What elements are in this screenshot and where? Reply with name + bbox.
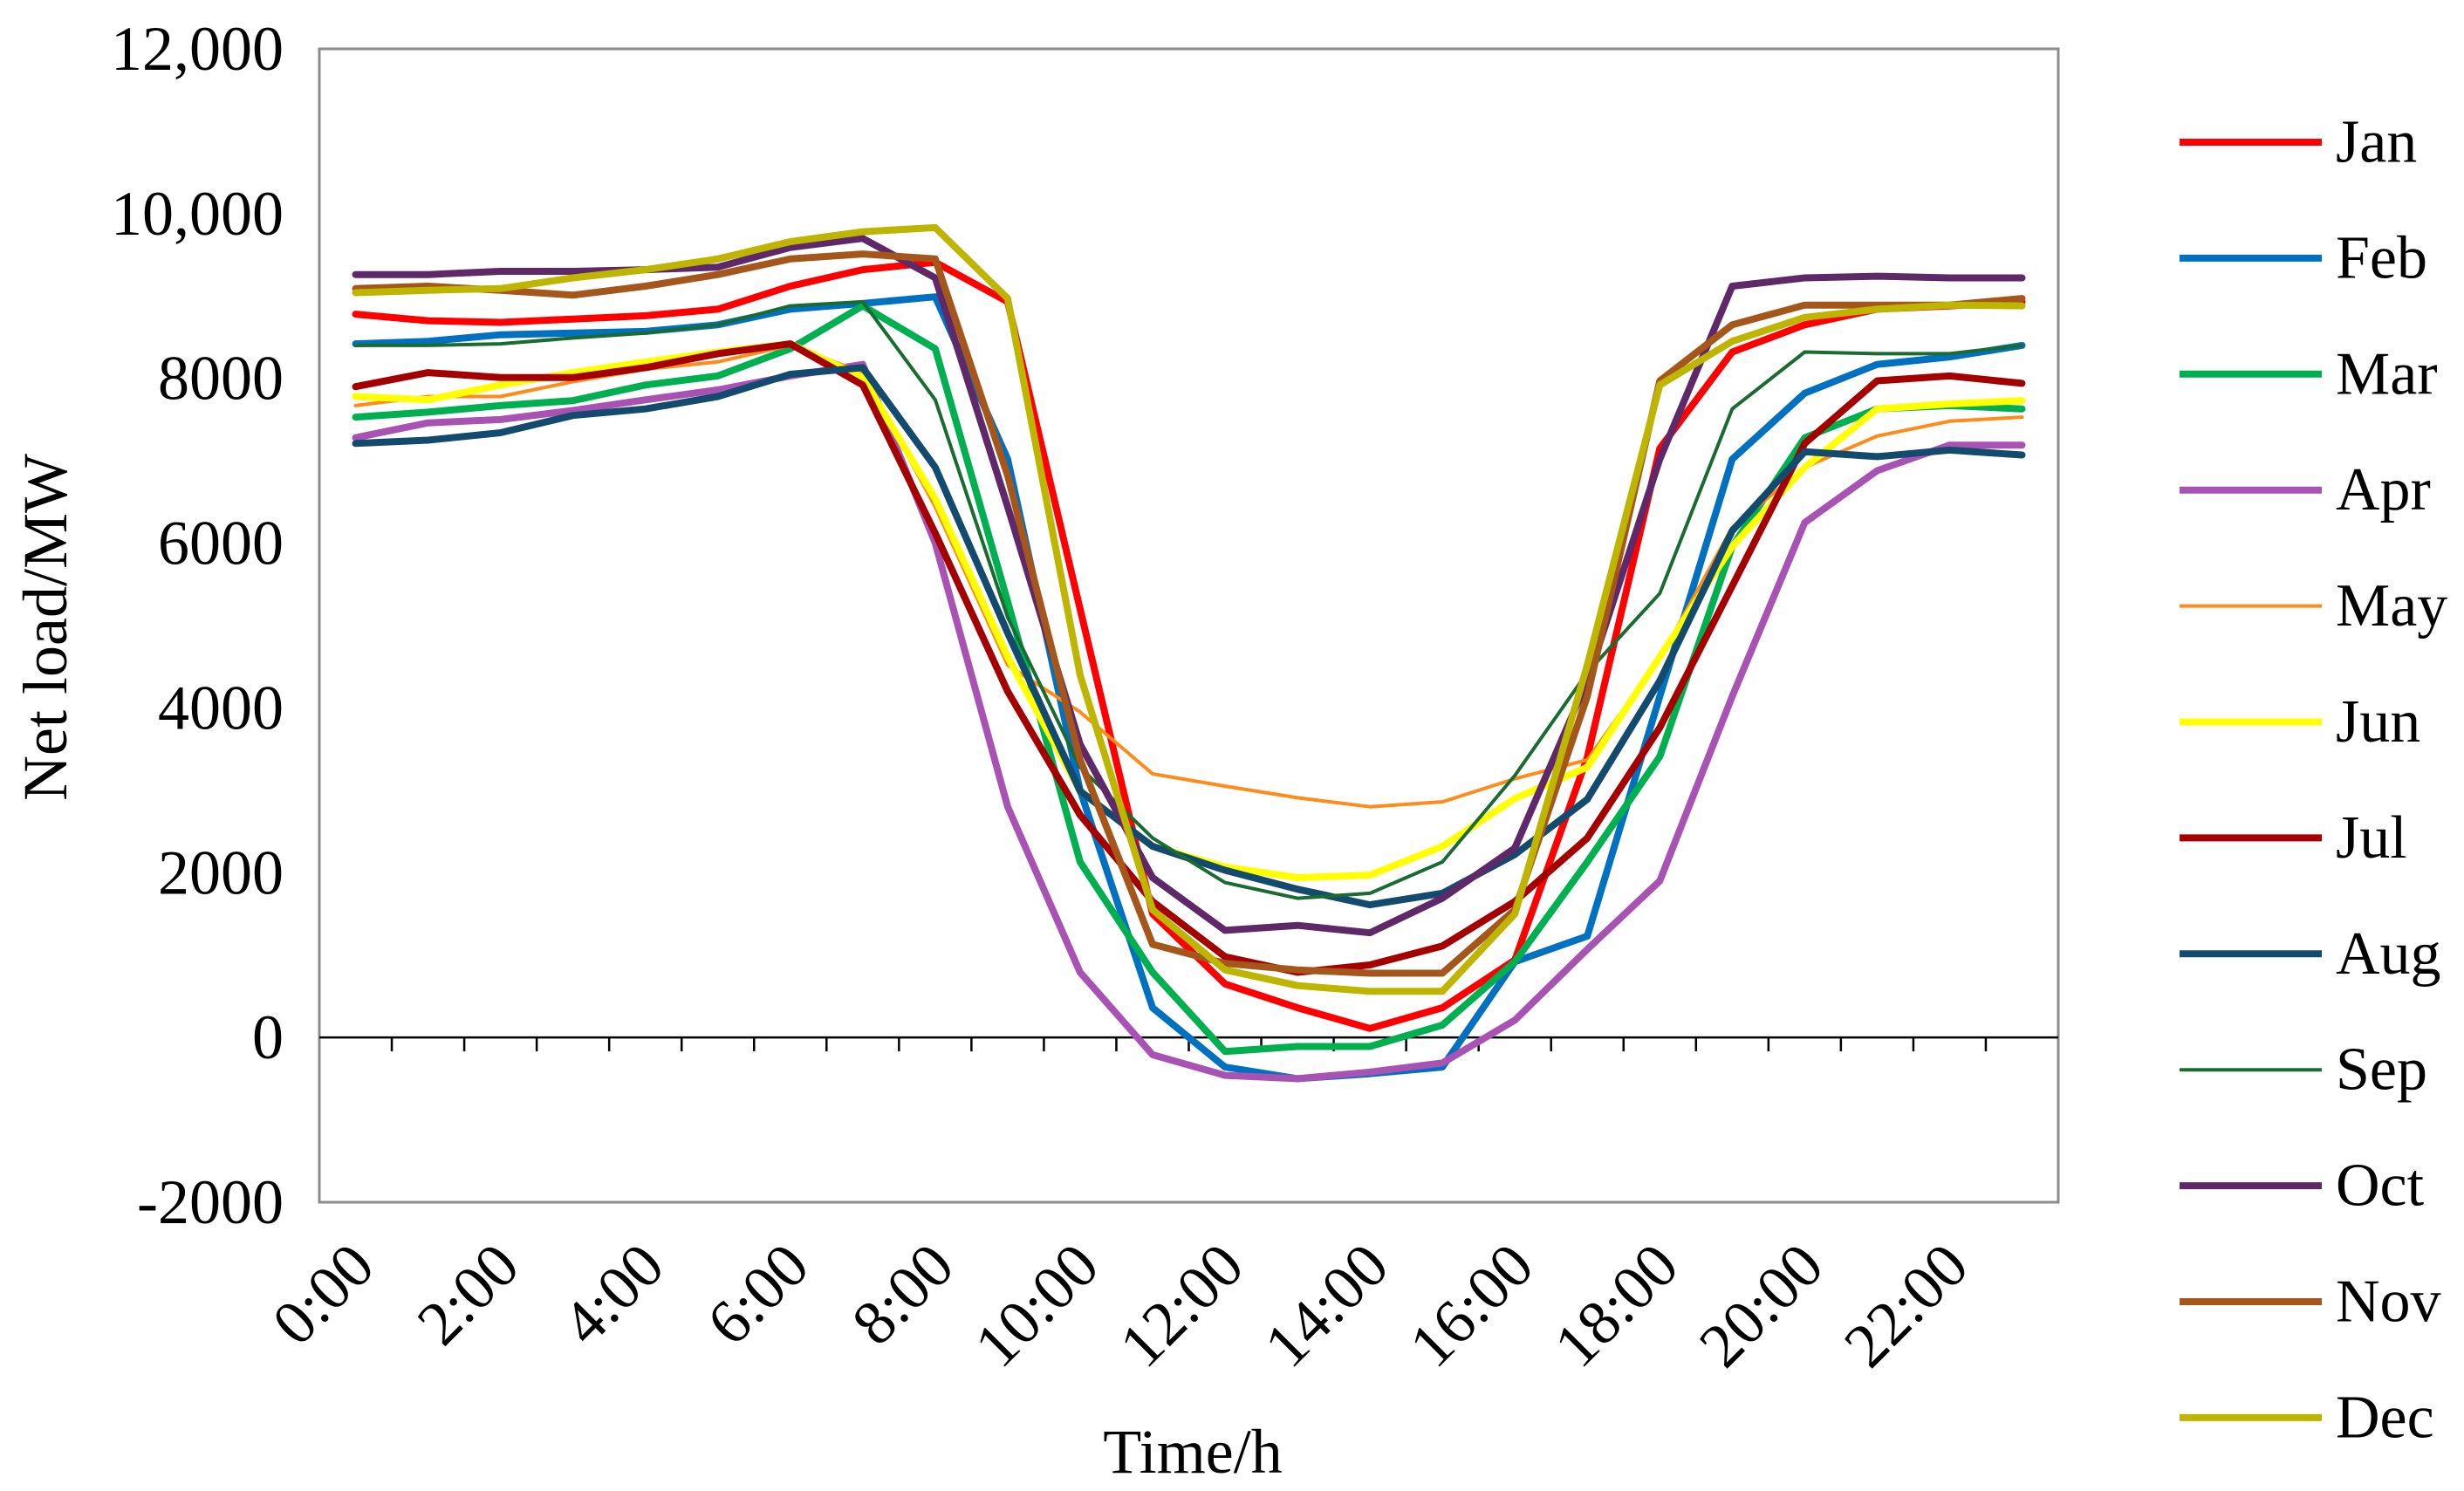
y-tick-label: 4000 xyxy=(158,673,284,742)
y-tick-label: 10,000 xyxy=(111,179,284,249)
x-tick-label: 2:00 xyxy=(404,1230,532,1358)
legend-item-aug: Aug xyxy=(2180,920,2441,988)
legend-item-jan: Jan xyxy=(2180,109,2417,176)
legend-label: Jun xyxy=(2336,688,2420,756)
legend-label: Apr xyxy=(2336,456,2431,523)
y-tick-label: 12,000 xyxy=(111,14,284,84)
series-line-jul xyxy=(352,340,2026,976)
x-axis-tick-labels: 0:00 2:00 4:00 6:00 8:0010:0012:0014:0016:00… xyxy=(259,1230,1981,1381)
y-tick-label: 8000 xyxy=(158,344,284,414)
x-tick-label: 22:00 xyxy=(1831,1230,1981,1381)
x-tick-label: 18:00 xyxy=(1541,1230,1692,1381)
y-tick-label: -2000 xyxy=(137,1167,284,1237)
legend-label: Sep xyxy=(2336,1036,2427,1104)
y-axis-tick-labels: 12,000 10,000 8000 6000 4000 2000 0 -2000 xyxy=(111,14,284,1237)
legend-label: Nov xyxy=(2336,1269,2441,1336)
legend-label: Mar xyxy=(2336,340,2438,407)
series-line-apr xyxy=(352,360,2026,1083)
series-line-jan xyxy=(352,258,2026,1032)
series-line-sep xyxy=(353,299,2024,900)
x-tick-label: 6:00 xyxy=(694,1230,822,1358)
series-line-oct xyxy=(352,235,2026,937)
x-tick-label: 0:00 xyxy=(259,1230,387,1358)
legend-label: Dec xyxy=(2336,1384,2434,1451)
series-line-nov xyxy=(352,250,2026,977)
legend-item-nov: Nov xyxy=(2180,1269,2441,1336)
x-tick-label: 8:00 xyxy=(838,1230,967,1358)
x-tick-label: 10:00 xyxy=(962,1230,1112,1381)
x-tick-label: 4:00 xyxy=(549,1230,677,1358)
legend-item-feb: Feb xyxy=(2180,224,2427,291)
x-tick-label: 20:00 xyxy=(1686,1230,1837,1381)
plot-area-border xyxy=(318,47,2060,1204)
series-line-aug xyxy=(352,364,2026,909)
legend-label: Jul xyxy=(2336,804,2407,872)
legend-item-jun: Jun xyxy=(2180,688,2420,756)
series-line-dec xyxy=(352,223,2026,995)
legend-label: Aug xyxy=(2336,920,2441,988)
legend-item-apr: Apr xyxy=(2180,456,2431,523)
series-line-feb xyxy=(352,293,2026,1083)
y-tick-label: 0 xyxy=(252,1002,284,1072)
y-tick-label: 6000 xyxy=(158,509,284,578)
x-tick-label: 14:00 xyxy=(1251,1230,1402,1381)
series-lines xyxy=(352,223,2026,1083)
x-tick-label: 16:00 xyxy=(1396,1230,1547,1381)
x-axis-title: Time/h xyxy=(1103,1417,1282,1487)
legend-item-dec: Dec xyxy=(2180,1384,2434,1451)
legend-item-sep: Sep xyxy=(2180,1036,2427,1104)
legend-label: Jan xyxy=(2336,109,2417,176)
y-tick-label: 2000 xyxy=(158,838,284,907)
legend-item-oct: Oct xyxy=(2180,1152,2425,1220)
legend-label: Oct xyxy=(2336,1152,2425,1220)
y-axis-title: Net load/MW xyxy=(10,454,80,801)
x-tick-label: 12:00 xyxy=(1106,1230,1257,1381)
legend-item-mar: Mar xyxy=(2180,340,2438,407)
legend: Jan Feb Mar Apr May Jun Jul Aug Sep Oct Nov Dec xyxy=(2180,109,2447,1451)
legend-item-jul: Jul xyxy=(2180,804,2407,872)
legend-label: Feb xyxy=(2336,224,2427,291)
legend-label: May xyxy=(2336,572,2447,639)
legend-item-may: May xyxy=(2180,572,2447,639)
